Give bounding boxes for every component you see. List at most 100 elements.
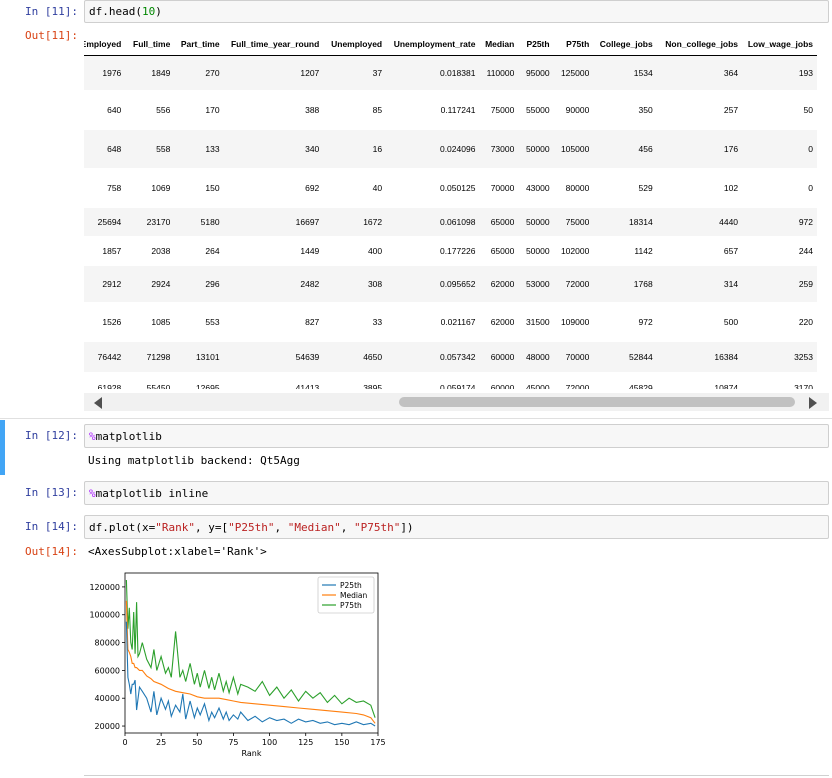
legend-label: P75th <box>340 601 362 610</box>
code-string: "Median" <box>287 521 341 534</box>
code-cell-14[interactable]: df.plot(x="Rank", y=["P25th", "Median", … <box>84 515 829 539</box>
table-cell: 0 <box>808 182 813 193</box>
series-line-p75th <box>125 579 376 718</box>
code-text: , y=[ <box>194 521 229 534</box>
table-row: 1857 2038 264 1449 400 0.177226 65000 50000 1020… <box>84 236 817 266</box>
out-prompt-11: Out[11]: <box>25 29 78 42</box>
stdout-output-12: Using matplotlib backend: Qt5Agg <box>88 454 300 467</box>
table-cell: 40 <box>372 182 383 193</box>
table-cell: 1976 <box>84 55 126 90</box>
column-header: Unemployment_rate <box>386 33 480 56</box>
y-tick-label: 60000 <box>95 666 120 675</box>
table-cell: 75000 <box>490 104 515 115</box>
table-cell: 71298 <box>125 341 175 372</box>
table-cell: 45829 <box>629 382 653 390</box>
code-text: df.head( <box>89 5 142 18</box>
table-cell: 125000 <box>553 55 594 90</box>
table-cell: 340 <box>223 129 324 168</box>
table-cell: 62000 <box>479 265 519 302</box>
table-cell: 0.050125 <box>439 182 476 193</box>
table-cell: 648 <box>84 129 126 168</box>
code-cell-13[interactable]: %matplotlib inline <box>84 481 829 505</box>
cell-divider <box>0 418 832 419</box>
table-cell: 1207 <box>223 55 324 90</box>
table-cell: 388 <box>305 104 320 115</box>
table-cell: 16 <box>323 129 387 168</box>
table-row: 758 1069 150 692 40 0.050125 70000 43000 80000 52… <box>84 168 817 208</box>
table-cell: 109000 <box>560 316 590 327</box>
table-cell: 48000 <box>518 341 554 372</box>
table-cell: 400 <box>367 245 383 256</box>
code-cell-12[interactable]: %matplotlib <box>84 424 829 448</box>
out-prompt-14: Out[14]: <box>25 545 78 558</box>
column-header: Unemployed <box>323 33 387 56</box>
table-cell: 25694 <box>84 207 126 236</box>
table-cell: 692 <box>305 182 320 193</box>
table-cell: 296 <box>174 265 224 302</box>
y-tick-label: 80000 <box>95 639 120 648</box>
dataframe-table: Employed Full_time Part_time Full_time_year… <box>84 33 817 389</box>
scroll-right-icon[interactable] <box>809 397 817 409</box>
table-cell: 3253 <box>742 341 817 372</box>
code-text: , <box>274 521 288 534</box>
horizontal-scrollbar[interactable] <box>84 393 829 411</box>
column-header: Part_time <box>174 33 224 56</box>
table-cell: 80000 <box>565 182 590 193</box>
code-text: , <box>340 521 354 534</box>
x-tick-label: 150 <box>334 738 349 747</box>
column-header: Full_time <box>125 33 175 56</box>
table-cell: 45000 <box>525 382 550 390</box>
table-cell: 3895 <box>363 382 383 390</box>
table-cell: 13101 <box>174 341 224 372</box>
y-tick-label: 20000 <box>95 722 120 731</box>
code-text: ]) <box>400 521 414 534</box>
legend-label: P25th <box>340 581 362 590</box>
code-cell-11[interactable]: df.head(10) <box>84 0 829 23</box>
column-header: Full_time_year_round <box>223 33 324 56</box>
scrollbar-thumb[interactable] <box>399 397 795 407</box>
table-cell: 270 <box>174 55 224 90</box>
table-cell: 1534 <box>593 55 657 90</box>
output-repr-14: <AxesSubplot:xlabel='Rank'> <box>88 545 267 558</box>
table-cell: 16384 <box>656 341 743 372</box>
code-text: matplotlib inline <box>95 487 209 500</box>
table-cell: 558 <box>125 129 175 168</box>
table-cell: 556 <box>156 104 171 115</box>
table-cell: 72000 <box>553 265 594 302</box>
table-cell: 1069 <box>151 182 171 193</box>
table-cell: 10874 <box>714 382 739 390</box>
table-cell: 264 <box>205 245 220 256</box>
plot-area <box>124 572 379 734</box>
table-cell: 0.057342 <box>386 341 480 372</box>
table-cell: 55000 <box>525 104 550 115</box>
code-text: ) <box>155 5 162 18</box>
table-cell: 12695 <box>195 382 220 390</box>
table-cell: 456 <box>593 129 657 168</box>
table-cell: 105000 <box>553 129 594 168</box>
table-cell: 4650 <box>323 341 387 372</box>
table-row: 648 558 133 340 16 0.024096 73000 50000 105000 45… <box>84 129 817 168</box>
table-cell: 55450 <box>146 382 171 390</box>
table-cell: 95000 <box>518 55 554 90</box>
table-cell: 1526 <box>102 316 122 327</box>
x-tick-label: 100 <box>262 738 277 747</box>
code-string: "P25th" <box>228 521 275 534</box>
scroll-left-icon[interactable] <box>94 397 102 409</box>
table-cell: 65000 <box>490 245 515 256</box>
x-tick-label: 50 <box>192 738 202 747</box>
table-cell: 61928 <box>97 382 122 390</box>
table-cell: 50000 <box>518 207 554 236</box>
table-row: 61928 55450 12695 41413 3895 0.059174 60000 450… <box>84 372 817 390</box>
column-header: Median <box>479 33 519 56</box>
table-row: 640 556 170 388 85 0.117241 75000 55000 90000 350… <box>84 90 817 130</box>
legend-label: Median <box>340 591 368 600</box>
table-cell: 972 <box>638 316 653 327</box>
in-prompt-13: In [13]: <box>25 486 78 499</box>
table-cell: 73000 <box>479 129 519 168</box>
table-cell: 102 <box>723 182 739 193</box>
table-cell: 5180 <box>174 207 224 236</box>
table-cell: 0.095652 <box>386 265 480 302</box>
table-cell: 244 <box>798 245 813 256</box>
x-tick-label: 175 <box>370 738 385 747</box>
table-cell: 2482 <box>223 265 324 302</box>
